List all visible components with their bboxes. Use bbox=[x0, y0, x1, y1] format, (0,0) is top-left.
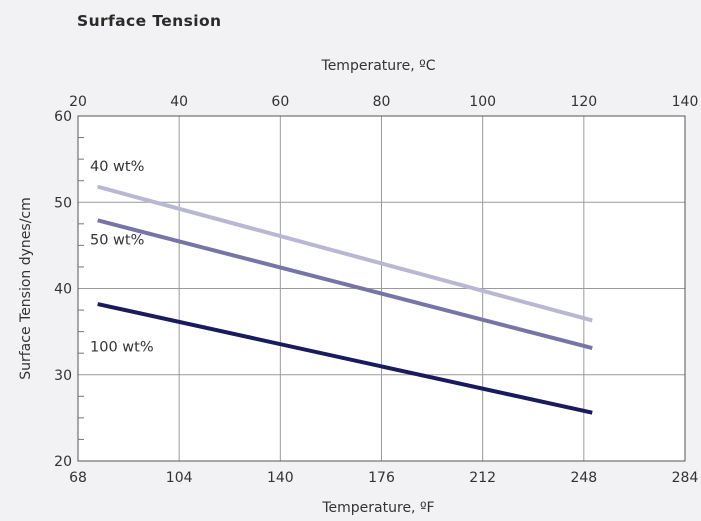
x-top-tick-label: 40 bbox=[170, 94, 188, 110]
series-line-2 bbox=[97, 218, 593, 350]
series-line-1 bbox=[97, 184, 593, 323]
minor-ticks bbox=[78, 137, 84, 440]
y-tick-label: 20 bbox=[54, 454, 72, 470]
y-tick-label: 60 bbox=[54, 109, 72, 125]
grid-lines bbox=[78, 116, 685, 461]
series-lines bbox=[97, 184, 593, 415]
x-bottom-tick-label: 212 bbox=[469, 470, 496, 486]
series-label-3: 100 wt% bbox=[90, 339, 154, 355]
x-bottom-tick-label: 284 bbox=[672, 470, 699, 486]
x-top-tick-label: 60 bbox=[271, 94, 289, 110]
series-label-2: 50 wt% bbox=[90, 233, 144, 249]
y-tick-label: 30 bbox=[54, 368, 72, 384]
series-label-1: 40 wt% bbox=[90, 159, 144, 175]
x-top-tick-label: 20 bbox=[69, 94, 87, 110]
y-axis-title: Surface Tension dynes/cm bbox=[18, 197, 34, 380]
top-axis-title: Temperature, ºC bbox=[321, 58, 436, 74]
x-bottom-tick-label: 68 bbox=[69, 470, 87, 486]
x-top-tick-label: 100 bbox=[469, 94, 496, 110]
bottom-axis-title: Temperature, ºF bbox=[321, 500, 434, 516]
y-tick-label: 40 bbox=[54, 282, 72, 298]
chart-title: Surface Tension bbox=[77, 12, 222, 30]
plot-area-frame bbox=[77, 115, 686, 462]
tick-labels: 20 30 40 50 60 68 104 140 176 212 248 284 20 40 60 80 10… bbox=[54, 94, 698, 486]
series-line-3 bbox=[97, 302, 593, 415]
x-top-tick-label: 80 bbox=[373, 94, 391, 110]
x-bottom-tick-label: 176 bbox=[368, 470, 395, 486]
y-tick-label: 50 bbox=[54, 195, 72, 211]
x-bottom-tick-label: 248 bbox=[570, 470, 597, 486]
x-bottom-tick-label: 104 bbox=[166, 470, 193, 486]
x-top-tick-label: 140 bbox=[672, 94, 699, 110]
x-bottom-tick-label: 140 bbox=[267, 470, 294, 486]
x-top-tick-label: 120 bbox=[570, 94, 597, 110]
